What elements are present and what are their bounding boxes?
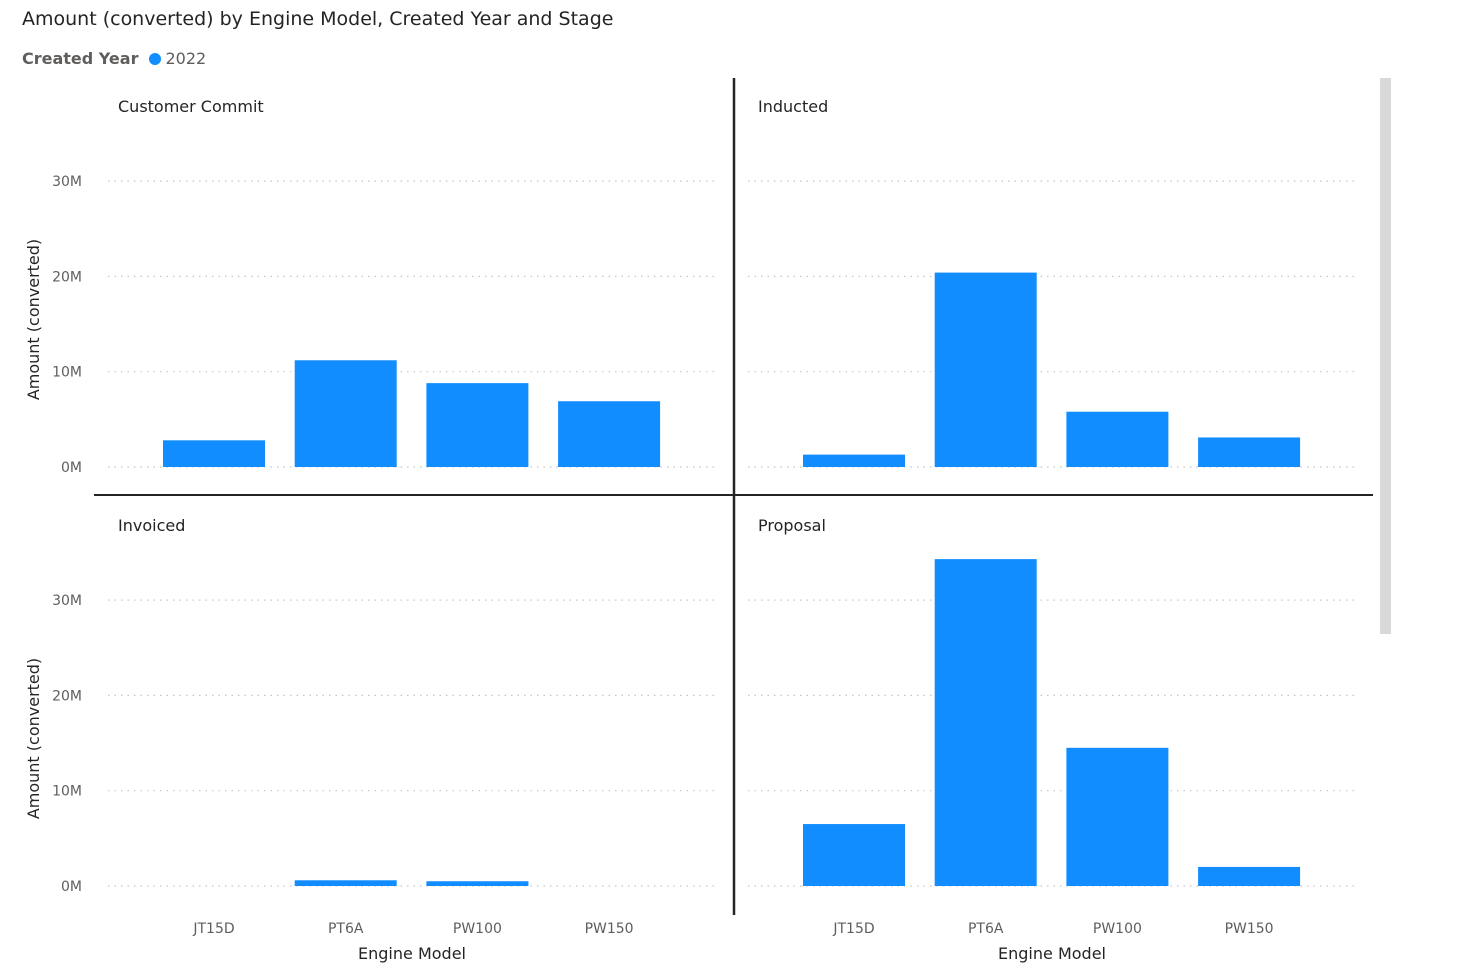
- scrollbar[interactable]: [1380, 78, 1391, 634]
- x-tick-label: PT6A: [328, 921, 364, 937]
- x-tick-label: PW150: [1225, 921, 1274, 937]
- y-axis-title: Amount (converted): [24, 239, 43, 400]
- bar-pt6a: [294, 360, 397, 467]
- x-tick-label: PW100: [453, 921, 502, 937]
- bar-jt15d: [163, 440, 265, 467]
- legend-marker: [149, 52, 162, 65]
- panel-title: Proposal: [758, 516, 826, 535]
- x-tick-label: PW100: [1093, 921, 1142, 937]
- y-tick-label: 30M: [52, 174, 82, 190]
- x-tick-label: PT6A: [968, 921, 1004, 937]
- panel-title: Inducted: [758, 97, 828, 116]
- y-tick-label: 0M: [61, 460, 82, 476]
- panel-title: Invoiced: [118, 516, 185, 535]
- y-tick-label: 30M: [52, 593, 82, 609]
- bar-pw100: [1066, 747, 1169, 886]
- y-tick-label: 10M: [52, 365, 82, 381]
- bar-jt15d: [803, 454, 905, 467]
- bar-pw100: [426, 881, 529, 886]
- bar-pw100: [426, 383, 529, 467]
- panel-customer-commit: Customer Commit 0M 10M 20M 30M: [52, 97, 716, 476]
- bar-pt6a: [294, 880, 397, 886]
- panel-proposal: Proposal: [748, 516, 1356, 887]
- bar-pw100: [1066, 411, 1169, 467]
- bar-pt6a: [934, 559, 1037, 886]
- x-tick-label: PW150: [585, 921, 634, 937]
- panel-invoiced: Invoiced 0M 10M 20M 30M: [52, 516, 716, 895]
- y-axis-title: Amount (converted): [24, 658, 43, 819]
- y-tick-label: 10M: [52, 784, 82, 800]
- panel-inducted: Inducted: [748, 97, 1356, 468]
- legend-item-label[interactable]: 2022: [165, 49, 207, 68]
- bar-pt6a: [934, 272, 1037, 467]
- x-axis-title: Engine Model: [998, 944, 1106, 963]
- bar-pw150: [558, 401, 661, 467]
- y-tick-label: 0M: [61, 879, 82, 895]
- chart-title: Amount (converted) by Engine Model, Crea…: [22, 8, 614, 30]
- legend: Created Year 2022: [22, 49, 206, 68]
- bar-pw150: [1198, 866, 1301, 886]
- bar-jt15d: [803, 824, 905, 886]
- bar-pw150: [1198, 437, 1301, 467]
- legend-title: Created Year: [22, 49, 139, 68]
- x-tick-label: JT15D: [192, 921, 234, 937]
- y-tick-label: 20M: [52, 269, 82, 285]
- panel-title: Customer Commit: [118, 97, 264, 116]
- y-tick-label: 20M: [52, 688, 82, 704]
- x-tick-label: JT15D: [832, 921, 874, 937]
- x-axis-title: Engine Model: [358, 944, 466, 963]
